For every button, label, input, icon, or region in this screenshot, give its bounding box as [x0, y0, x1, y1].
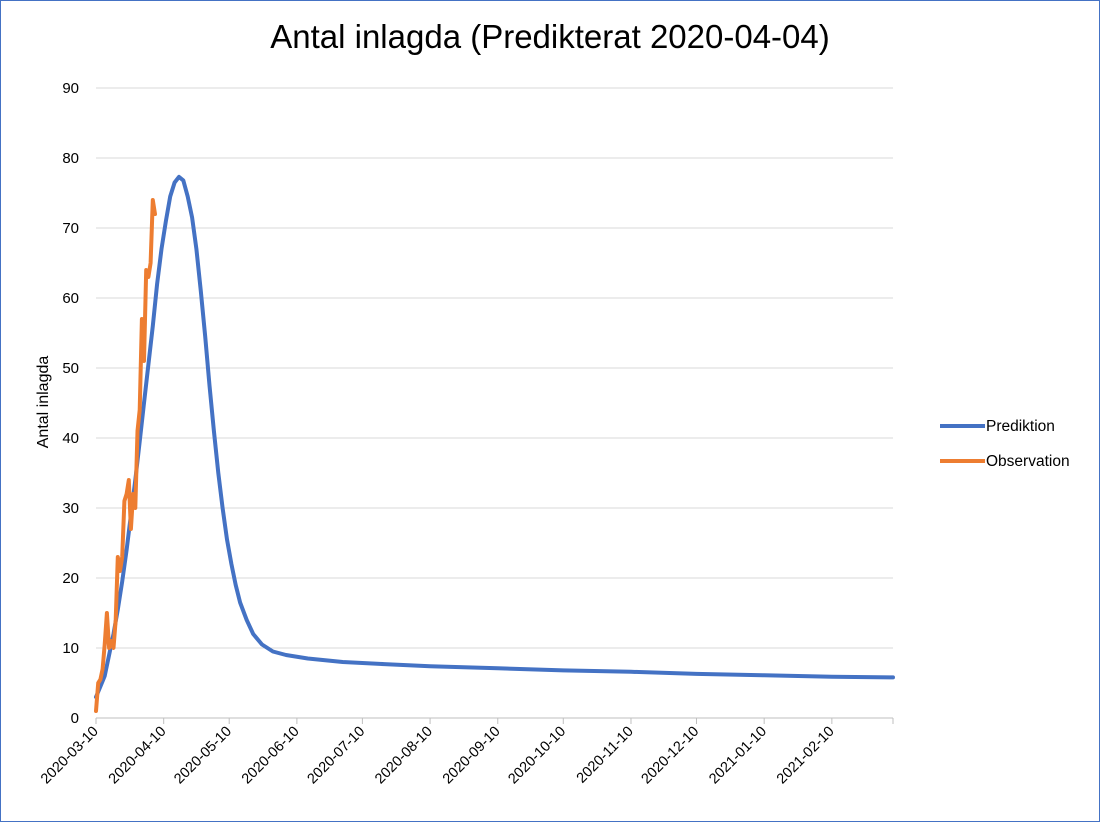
- x-tick-label: 2020-03-10: [38, 724, 102, 788]
- y-tick-label: 60: [62, 290, 79, 307]
- x-tick-label: 2020-05-10: [171, 724, 235, 788]
- y-tick-label: 70: [62, 220, 79, 237]
- legend: Prediktion Observation: [940, 418, 1070, 470]
- y-tick-label: 30: [62, 500, 79, 517]
- x-tick-label: 2020-08-10: [372, 724, 436, 788]
- x-tick-label: 2020-11-10: [574, 724, 637, 787]
- series-lines: [94, 174, 895, 713]
- series-line-prediktion: [94, 174, 895, 699]
- y-tick-label: 80: [62, 150, 79, 167]
- x-tick-label: 2020-09-10: [440, 724, 504, 788]
- x-tick-label: 2020-10-10: [505, 724, 569, 788]
- legend-label-observation: Observation: [986, 453, 1070, 470]
- x-tick-label: 2020-12-10: [639, 724, 703, 788]
- chart-title: Antal inlagda (Predikterat 2020-04-04): [270, 18, 830, 55]
- y-tick-label: 0: [71, 710, 79, 727]
- series-line-observation: [94, 198, 157, 713]
- y-tick-label: 50: [62, 360, 79, 377]
- x-tick-label: 2020-04-10: [106, 724, 170, 788]
- x-tick-label: 2020-06-10: [239, 724, 303, 788]
- gridlines: [96, 87, 893, 649]
- y-tick-label: 20: [62, 570, 79, 587]
- legend-label-prediktion: Prediktion: [986, 418, 1055, 435]
- x-tick-label: 2021-02-10: [774, 724, 838, 788]
- y-axis-label: Antal inlagda: [35, 356, 52, 449]
- y-tick-label: 90: [62, 80, 79, 97]
- x-tick-label: 2021-01-10: [706, 724, 770, 788]
- y-tick-label: 40: [62, 430, 79, 447]
- x-tick-label: 2020-07-10: [304, 724, 368, 788]
- y-tick-label: 10: [62, 640, 79, 657]
